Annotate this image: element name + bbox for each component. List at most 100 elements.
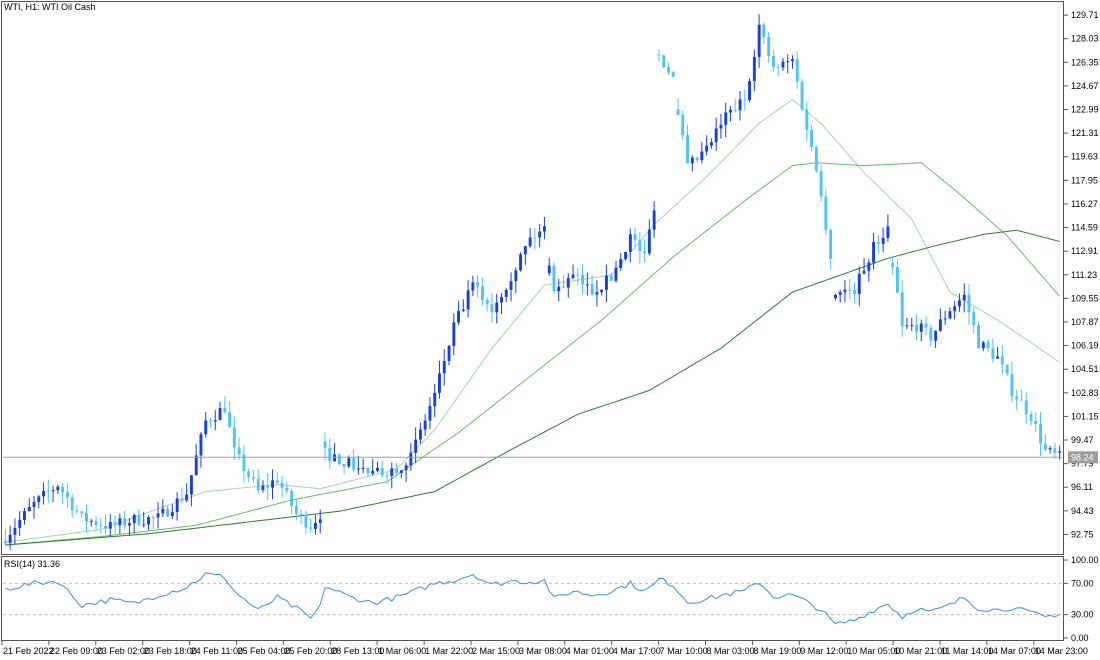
candle xyxy=(108,514,112,537)
candle xyxy=(37,494,41,509)
candle-body xyxy=(772,56,775,67)
candle xyxy=(170,504,174,519)
candle xyxy=(271,469,274,500)
candle xyxy=(390,462,394,489)
candle xyxy=(786,54,790,74)
candle xyxy=(318,509,322,534)
candle-body xyxy=(237,447,241,455)
candle xyxy=(905,318,909,329)
candle-body xyxy=(190,475,193,495)
candle xyxy=(80,510,84,518)
candle-body xyxy=(829,229,833,259)
candle xyxy=(814,145,818,174)
ma_slow-line xyxy=(5,229,1060,546)
candle-body xyxy=(194,455,198,476)
candle xyxy=(1015,389,1019,411)
candle-body xyxy=(414,439,418,453)
candle-body xyxy=(700,151,704,161)
candle-body xyxy=(791,59,794,62)
candle-body xyxy=(891,263,895,268)
candle xyxy=(552,262,556,294)
price-tick-label: 126.35 xyxy=(1071,57,1099,67)
candle-body xyxy=(8,534,12,543)
time-tick-label: 7 Mar 10:00 xyxy=(660,646,708,656)
candle xyxy=(433,383,437,418)
price-tick-label: 122.99 xyxy=(1071,105,1099,115)
candle xyxy=(4,529,7,547)
candle-body xyxy=(228,412,232,428)
candle xyxy=(628,228,632,263)
candle-body xyxy=(1010,373,1014,397)
candle-body xyxy=(547,265,551,274)
candle xyxy=(881,227,885,253)
candle xyxy=(23,507,26,525)
main-price-panel-frame xyxy=(1,1,1064,555)
candle-body xyxy=(1005,364,1009,374)
candle xyxy=(342,463,346,475)
candle-body xyxy=(471,282,475,291)
time-tick-label: 2 Mar 15:00 xyxy=(472,646,520,656)
candle-body xyxy=(934,330,938,341)
candle-body xyxy=(810,129,813,147)
candle-body xyxy=(557,286,561,292)
candle-body xyxy=(476,282,480,287)
candle-body xyxy=(543,226,546,232)
candle xyxy=(218,401,222,421)
candle xyxy=(929,324,933,347)
candle-body xyxy=(481,286,484,300)
candle xyxy=(85,504,88,534)
candle xyxy=(123,510,127,531)
candle-body xyxy=(170,511,174,516)
candle xyxy=(1010,361,1014,403)
candle-body xyxy=(695,157,699,161)
candle xyxy=(27,498,31,512)
candle xyxy=(719,113,723,139)
candle xyxy=(352,449,356,473)
candle xyxy=(361,458,365,474)
candle-body xyxy=(533,237,537,239)
time-tick-label: 8 Mar 03:00 xyxy=(707,646,755,656)
candle xyxy=(1029,410,1033,427)
candle xyxy=(614,260,618,283)
candle xyxy=(710,138,713,149)
candle xyxy=(943,310,947,325)
candle-body xyxy=(495,302,499,313)
candle-body xyxy=(271,480,274,488)
candle xyxy=(223,396,227,414)
candle xyxy=(781,57,785,71)
candle xyxy=(643,239,647,263)
candle xyxy=(528,227,532,248)
candle-body xyxy=(843,289,847,293)
price-tick-label: 92.75 xyxy=(1071,529,1094,539)
price-tick-label: 124.67 xyxy=(1071,81,1099,91)
current-price-marker: 98.24 xyxy=(3,451,1098,464)
candle-body xyxy=(342,464,346,467)
candle-body xyxy=(915,325,918,332)
candle-body xyxy=(690,157,694,164)
candle-body xyxy=(752,56,756,81)
candle xyxy=(376,461,379,473)
candle xyxy=(366,467,370,477)
ma_mid-line xyxy=(5,162,1060,546)
candle xyxy=(772,49,775,72)
candle xyxy=(776,63,780,77)
candle-body xyxy=(576,274,580,276)
candle-body xyxy=(996,356,1000,359)
candle-body xyxy=(56,486,60,491)
candle xyxy=(848,278,852,299)
candle-body xyxy=(805,109,809,130)
candle xyxy=(662,54,666,69)
candle xyxy=(996,346,1000,359)
candle xyxy=(166,505,169,517)
candle-body xyxy=(686,135,689,164)
candle xyxy=(919,319,923,342)
time-tick-label: 14 Mar 23:00 xyxy=(1035,646,1088,656)
time-tick-label: 1 Mar 06:00 xyxy=(378,646,426,656)
rsi-tick-label: 70.00 xyxy=(1071,578,1094,588)
candle xyxy=(419,422,422,444)
candle xyxy=(242,445,246,483)
candle-body xyxy=(838,292,842,295)
